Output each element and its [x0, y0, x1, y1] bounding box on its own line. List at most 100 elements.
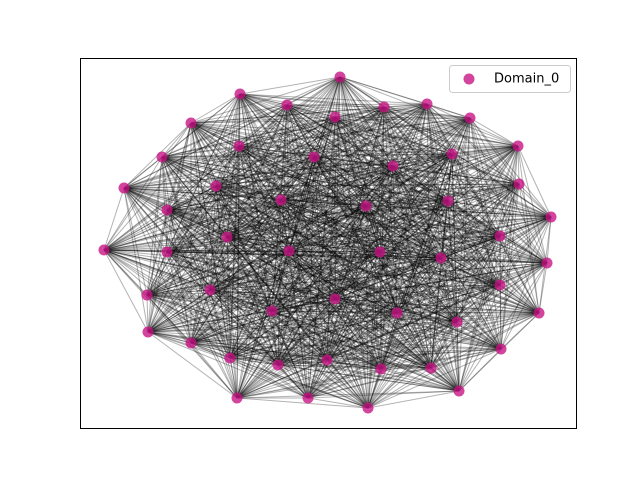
edge [239, 93, 501, 286]
edge [458, 183, 520, 392]
edge [226, 236, 369, 409]
edge [239, 93, 385, 108]
edge [280, 199, 501, 286]
edge [146, 156, 315, 296]
edge [367, 348, 502, 409]
edge [166, 76, 341, 211]
edge [469, 117, 540, 314]
edge [365, 165, 394, 207]
edge [365, 205, 381, 253]
edge [209, 289, 382, 370]
edge [288, 250, 432, 369]
edge [236, 397, 369, 409]
edge [271, 310, 540, 314]
edge [147, 93, 241, 333]
edge [334, 106, 385, 118]
edge [147, 289, 211, 333]
edge [326, 165, 394, 361]
edge [146, 294, 273, 312]
edge [280, 199, 328, 361]
edge [215, 185, 228, 238]
edge [277, 145, 519, 366]
edge [430, 145, 519, 369]
edge [288, 103, 428, 252]
edge [288, 250, 382, 370]
edge [365, 205, 458, 323]
node [161, 204, 173, 216]
edge [161, 76, 341, 158]
edge [190, 122, 369, 409]
edge [430, 216, 552, 369]
edge [123, 93, 241, 189]
edge [447, 200, 502, 350]
edge [166, 153, 453, 253]
edge [229, 200, 449, 359]
edge [209, 289, 328, 361]
edge [379, 251, 382, 370]
edge [430, 235, 501, 369]
edge [166, 209, 336, 300]
edge [190, 122, 458, 323]
edge [456, 284, 501, 323]
edge [426, 103, 520, 185]
edge [236, 103, 428, 399]
edge [209, 153, 453, 291]
edge [229, 156, 315, 359]
edge [236, 199, 282, 399]
edge [469, 117, 519, 147]
edge [456, 321, 502, 350]
edge [392, 165, 540, 314]
edge [239, 93, 369, 409]
edge [147, 331, 192, 344]
edge [190, 93, 241, 344]
edge [239, 93, 328, 361]
nodes [98, 71, 557, 414]
edge [166, 251, 501, 286]
edge [367, 321, 458, 409]
edge [229, 104, 288, 359]
edge [271, 106, 385, 312]
node [545, 211, 557, 223]
edge [440, 183, 520, 259]
edge [147, 331, 432, 369]
edge [447, 183, 520, 202]
edge [286, 104, 290, 252]
edge [226, 145, 240, 238]
edge [123, 187, 336, 300]
edge [190, 103, 428, 344]
edge [103, 249, 336, 300]
edge [161, 106, 385, 158]
edge [380, 312, 398, 370]
edge [166, 183, 520, 211]
edge [161, 103, 428, 158]
edge [147, 145, 240, 333]
edge [430, 200, 449, 369]
edge [380, 145, 519, 370]
edge [365, 205, 382, 370]
edge [123, 187, 369, 409]
edge [215, 76, 341, 187]
edge [326, 153, 453, 361]
edge [365, 205, 501, 286]
edge [161, 122, 192, 158]
edge [238, 145, 273, 312]
edge [190, 235, 501, 344]
edge [238, 145, 458, 323]
edge [147, 236, 228, 333]
edge [313, 156, 502, 350]
edge [229, 251, 381, 359]
edge [123, 187, 460, 392]
edge [367, 117, 471, 409]
edge [326, 251, 381, 361]
edge [365, 103, 428, 207]
edge [123, 187, 290, 252]
edge [238, 145, 442, 259]
edge [334, 116, 449, 202]
edge [226, 236, 502, 350]
edge [451, 153, 548, 264]
edge [123, 185, 217, 189]
edge [239, 93, 290, 252]
edge [380, 348, 502, 370]
edge [215, 185, 458, 323]
edge [215, 185, 231, 359]
